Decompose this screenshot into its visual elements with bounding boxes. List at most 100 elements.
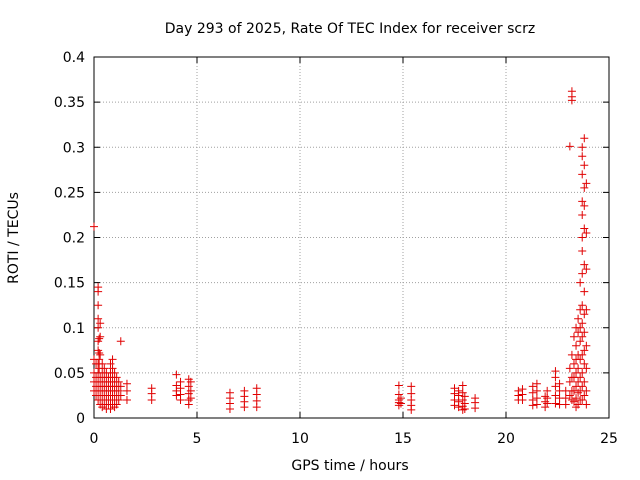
data-point	[543, 386, 552, 395]
data-point	[240, 403, 249, 412]
x-tick-label: 20	[497, 431, 515, 447]
data-point	[407, 405, 416, 414]
data-point	[112, 400, 121, 409]
data-point	[576, 323, 585, 332]
data-point	[576, 373, 585, 382]
y-tick-label: 0.15	[54, 276, 85, 292]
data-point	[528, 401, 537, 410]
x-tick-label: 5	[193, 431, 202, 447]
data-point	[94, 301, 103, 310]
data-point	[94, 323, 103, 332]
data-point	[580, 201, 589, 210]
data-point	[458, 381, 467, 390]
y-tick-label: 0.25	[54, 185, 85, 201]
x-tick-label: 25	[600, 431, 618, 447]
data-point	[578, 143, 587, 152]
data-point	[567, 395, 576, 404]
data-point	[578, 233, 587, 242]
data-point	[176, 395, 185, 404]
data-point	[114, 395, 123, 404]
data-point	[116, 382, 125, 391]
axis-ticks: 0 5 10 15 20 25 0 0.05 0.1 0.15 0.2 0.25 0.3 0.35 0.4	[54, 50, 618, 447]
data-point	[582, 228, 591, 237]
data-point	[471, 404, 480, 413]
data-point	[565, 377, 574, 386]
data-point	[100, 364, 109, 373]
data-point	[116, 391, 125, 400]
data-point	[578, 350, 587, 359]
data-point	[186, 377, 195, 386]
data-point	[112, 373, 121, 382]
data-point	[574, 364, 583, 373]
data-point	[578, 395, 587, 404]
y-axis-label: ROTI / TECUs	[6, 192, 22, 284]
data-point	[114, 386, 123, 395]
data-point	[458, 388, 467, 397]
data-point	[578, 368, 587, 377]
data-point	[578, 170, 587, 179]
data-point	[543, 399, 552, 408]
data-point	[551, 382, 560, 391]
data-point	[394, 401, 403, 410]
x-axis-label: GPS time / hours	[291, 458, 408, 474]
data-point	[567, 96, 576, 105]
data-point	[565, 391, 574, 400]
data-point	[252, 403, 261, 412]
y-tick-label: 0.1	[63, 321, 85, 337]
data-point	[96, 319, 105, 328]
data-point	[582, 400, 591, 409]
data-point	[565, 364, 574, 373]
data-point	[147, 395, 156, 404]
data-point	[541, 403, 550, 412]
data-point	[460, 404, 469, 413]
data-point	[184, 400, 193, 409]
data-point	[186, 394, 195, 403]
data-point	[96, 332, 105, 341]
data-point	[569, 332, 578, 341]
data-point	[122, 386, 131, 395]
data-point	[532, 386, 541, 395]
data-point	[172, 370, 181, 379]
data-point	[574, 388, 583, 397]
data-point	[574, 400, 583, 409]
data-point	[122, 395, 131, 404]
data-point	[582, 305, 591, 314]
data-point	[569, 359, 578, 368]
data-point	[458, 405, 467, 414]
data-point	[578, 197, 587, 206]
data-point	[106, 404, 115, 413]
data-point	[578, 319, 587, 328]
data-point	[578, 301, 587, 310]
data-point	[90, 222, 98, 231]
data-point	[95, 334, 104, 343]
data-point	[114, 377, 123, 386]
data-point	[580, 310, 589, 319]
y-tick-label: 0.2	[63, 231, 85, 247]
data-point	[98, 359, 107, 368]
data-point	[565, 142, 574, 151]
data-point	[578, 247, 587, 256]
x-tick-label: 10	[291, 431, 309, 447]
data-point	[94, 314, 103, 323]
y-tick-label: 0	[76, 411, 85, 427]
data-point	[518, 395, 527, 404]
data-point	[172, 391, 181, 400]
data-point	[94, 287, 103, 296]
data-point	[572, 341, 581, 350]
data-point	[580, 134, 589, 143]
data-point	[110, 368, 119, 377]
data-point	[116, 337, 125, 346]
data-point	[580, 359, 589, 368]
chart-title: Day 293 of 2025, Rate Of TEC Index for r…	[165, 21, 535, 37]
data-point	[580, 346, 589, 355]
data-points	[90, 87, 591, 414]
data-point	[184, 382, 193, 391]
data-point	[580, 377, 589, 386]
y-tick-label: 0.4	[63, 50, 85, 66]
data-point	[569, 397, 578, 406]
y-tick-label: 0.05	[54, 366, 85, 382]
data-point	[96, 350, 105, 359]
data-point	[528, 388, 537, 397]
